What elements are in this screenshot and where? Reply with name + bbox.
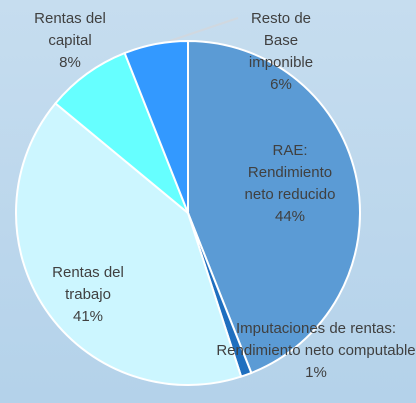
pie-slice [123, 39, 189, 214]
slice-label: Rentas del capital 8% [20, 8, 120, 74]
slice-label: Resto de Base imponible 6% [234, 8, 329, 96]
slice-label: RAE: Rendimiento neto reducido 44% [233, 140, 348, 228]
pie-slice [15, 101, 243, 386]
slice-name: Imputaciones de rentas: Rendimiento neto… [216, 320, 416, 359]
pie-slice [187, 39, 362, 375]
slice-label: Rentas del trabajo 41% [38, 262, 138, 328]
slice-name: Resto de Base imponible [248, 10, 314, 71]
slice-name: Rentas del capital [34, 10, 106, 49]
slice-value: 6% [270, 76, 292, 93]
slice-label: Imputaciones de rentas: Rendimiento neto… [216, 318, 416, 384]
slice-name: Rentas del trabajo [52, 264, 124, 303]
slice-name: RAE: Rendimiento neto reducido [244, 142, 336, 203]
slice-value: 1% [305, 364, 327, 381]
slice-value: 44% [274, 208, 306, 225]
slice-value: 8% [59, 54, 81, 71]
slice-value: 41% [72, 308, 104, 325]
